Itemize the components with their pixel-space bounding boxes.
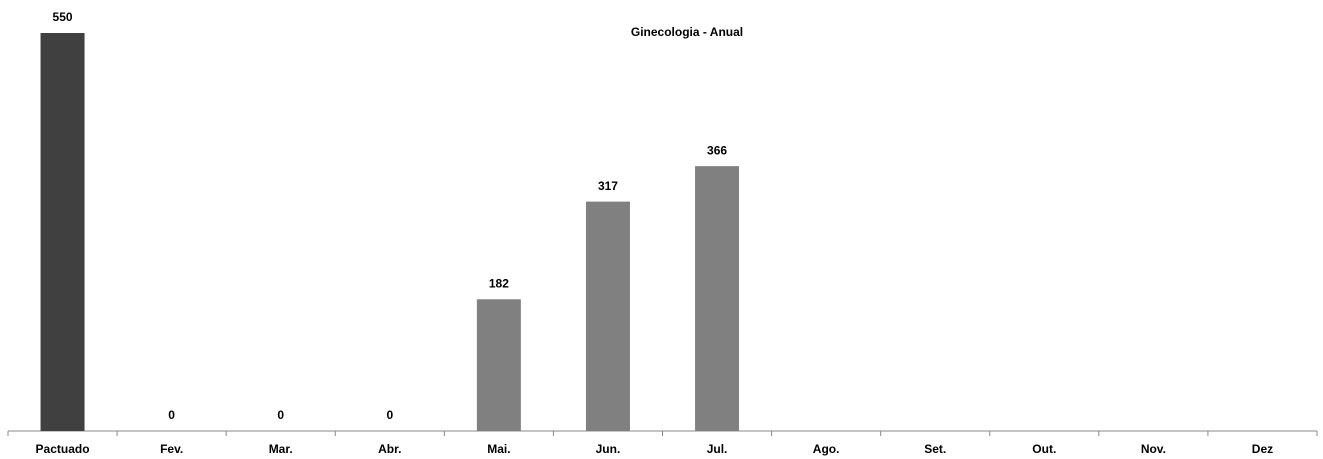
x-tick-label: Set.: [924, 442, 946, 456]
value-label: 0: [277, 408, 284, 422]
bar: [476, 299, 521, 431]
chart-title: Ginecologia - Anual: [631, 25, 743, 39]
x-tick-label: Dez: [1252, 442, 1273, 456]
value-label: 0: [168, 408, 175, 422]
x-tick-label: Nov.: [1141, 442, 1166, 456]
value-label: 550: [53, 10, 73, 24]
x-tick-label: Abr.: [378, 442, 401, 456]
x-tick-label: Out.: [1032, 442, 1056, 456]
value-label: 366: [707, 143, 727, 157]
x-tick-label: Fev.: [160, 442, 183, 456]
value-label: 182: [489, 276, 509, 290]
x-tick-label: Mar.: [269, 442, 293, 456]
x-tick-label: Jun.: [596, 442, 621, 456]
value-label: 317: [598, 179, 618, 193]
value-label: 0: [386, 408, 393, 422]
x-tick-label: Ago.: [813, 442, 840, 456]
x-tick-label: Pactuado: [36, 442, 90, 456]
bar: [695, 166, 740, 431]
bar: [40, 33, 85, 431]
bar: [585, 201, 630, 431]
x-tick-label: Jul.: [707, 442, 728, 456]
x-tick-label: Mai.: [487, 442, 510, 456]
